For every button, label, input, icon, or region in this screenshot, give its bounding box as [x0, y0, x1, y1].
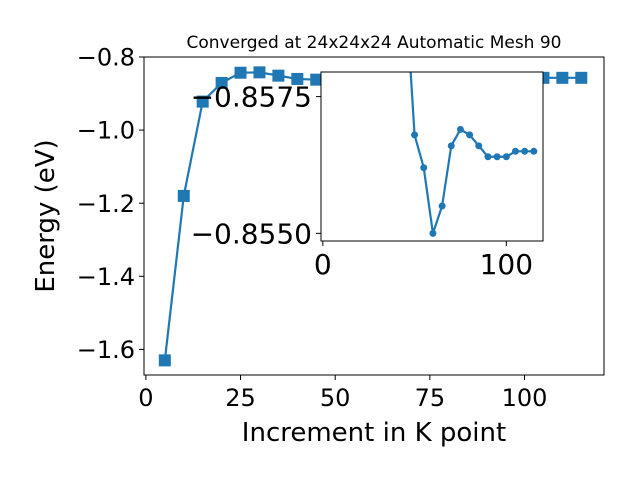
- y-tick-label: −1.0: [77, 117, 135, 145]
- inset-ticks: 0 100 −0.8575 −0.8550: [191, 81, 533, 281]
- main-x-axis-label: Increment in K point: [242, 418, 506, 448]
- data-point: [438, 202, 446, 210]
- data-point: [310, 73, 323, 86]
- data-point: [575, 71, 588, 84]
- y-tick-label: −1.2: [77, 190, 135, 218]
- x-tick-label: 100: [502, 384, 548, 412]
- y-tick-label: −1.6: [77, 336, 135, 364]
- data-point: [466, 131, 474, 139]
- data-point: [253, 66, 266, 79]
- data-point: [521, 147, 529, 155]
- x-tick-label: 50: [320, 384, 351, 412]
- data-point: [272, 69, 285, 82]
- x-tick-label: 75: [415, 384, 446, 412]
- inset-plot-frame: [320, 71, 544, 242]
- x-tick-label: 100: [480, 248, 533, 281]
- data-point: [556, 71, 569, 84]
- data-point: [429, 229, 437, 237]
- data-point: [234, 66, 247, 79]
- data-point: [291, 72, 304, 85]
- data-point: [456, 125, 464, 133]
- data-point: [177, 189, 190, 202]
- y-tick-label: −1.4: [77, 263, 135, 291]
- data-point: [420, 164, 428, 172]
- x-tick-label: 25: [225, 384, 256, 412]
- inset-chart: 0 100 −0.8575 −0.8550: [191, 71, 544, 281]
- main-chart-title: Converged at 24x24x24 Automatic Mesh 90: [187, 33, 562, 53]
- inset-series: [409, 72, 538, 237]
- data-point: [530, 147, 538, 155]
- data-point: [502, 153, 510, 161]
- data-point: [447, 142, 455, 150]
- data-point: [475, 142, 483, 150]
- data-point: [484, 153, 492, 161]
- main-y-axis-label: Energy (eV): [31, 139, 61, 292]
- data-point: [196, 95, 209, 108]
- data-point: [511, 147, 519, 155]
- x-tick-label: 0: [138, 384, 153, 412]
- x-tick-label: 0: [314, 248, 332, 281]
- y-tick-label: −0.8550: [191, 217, 312, 250]
- data-point: [158, 354, 171, 367]
- main-plot-frame: [143, 56, 605, 376]
- y-tick-label: −0.8575: [191, 81, 312, 114]
- data-point: [411, 131, 419, 139]
- data-point: [493, 153, 501, 161]
- main-ticks: 0 25 50 75 100 −1.6 −1.4 −1.2 −1.0 −0.8: [77, 44, 548, 412]
- data-point: [215, 76, 228, 89]
- y-tick-label: −0.8: [77, 44, 135, 72]
